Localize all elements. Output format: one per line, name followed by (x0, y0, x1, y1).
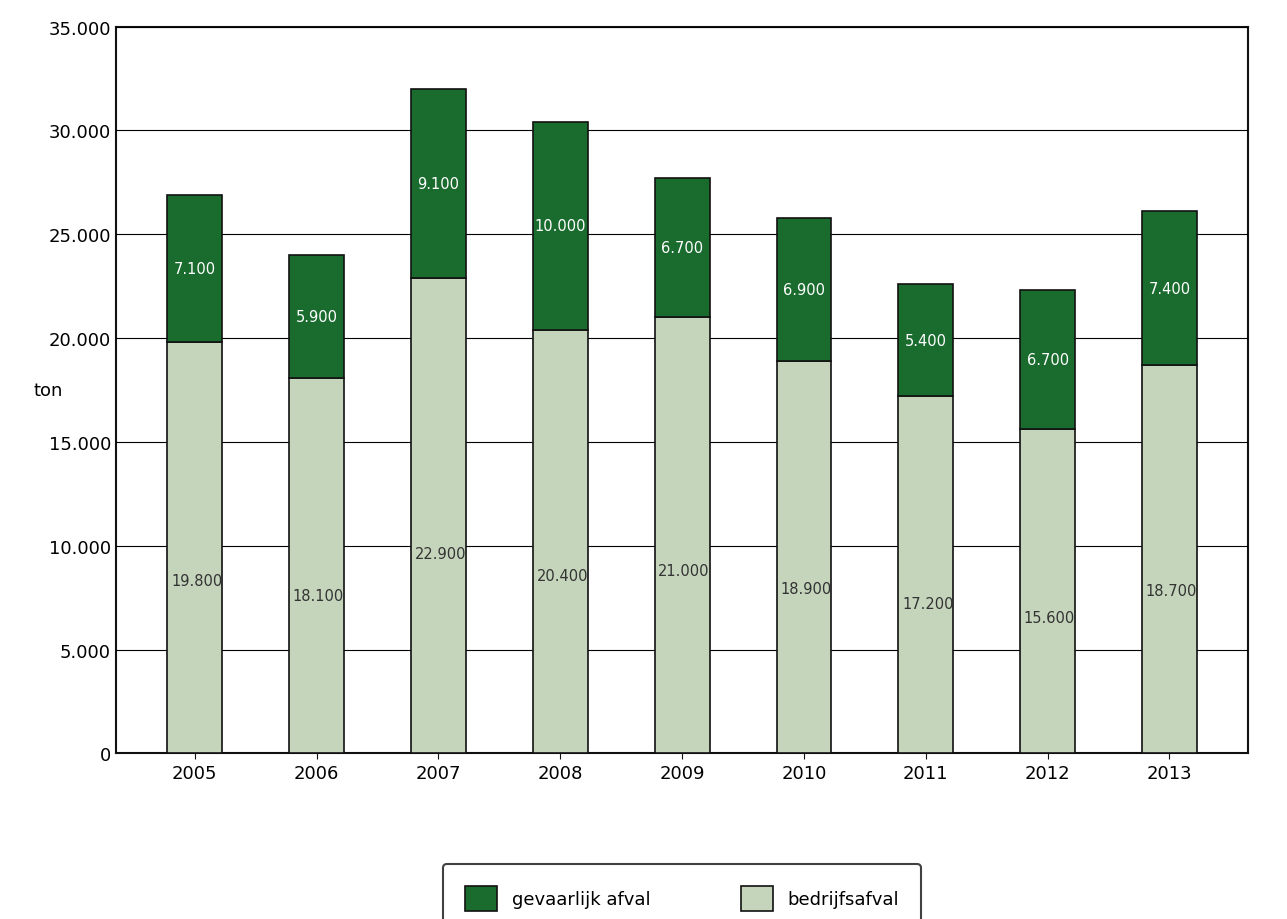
Bar (1142, 212, 1197, 366)
Bar (533, 331, 588, 754)
Bar (533, 123, 588, 331)
Bar (776, 361, 831, 754)
Text: 18.700: 18.700 (1145, 584, 1197, 598)
Text: 9.100: 9.100 (417, 176, 459, 192)
Text: 17.200: 17.200 (902, 596, 954, 611)
Bar (898, 285, 954, 397)
Bar (1021, 291, 1075, 430)
Text: 6.700: 6.700 (1027, 353, 1068, 368)
Text: 10.000: 10.000 (534, 220, 586, 234)
Text: 5.400: 5.400 (905, 334, 947, 348)
Text: 22.900: 22.900 (414, 547, 466, 562)
Bar (411, 278, 466, 754)
Legend: gevaarlijk afval, bedrijfsafval: gevaarlijk afval, bedrijfsafval (443, 864, 921, 919)
Text: 18.900: 18.900 (780, 582, 831, 596)
Y-axis label: ton: ton (33, 381, 63, 400)
Bar (655, 318, 709, 754)
Text: 7.400: 7.400 (1148, 281, 1190, 297)
Text: 15.600: 15.600 (1024, 610, 1075, 625)
Text: 18.100: 18.100 (293, 588, 344, 604)
Text: 19.800: 19.800 (171, 573, 223, 588)
Bar (290, 378, 344, 754)
Bar (290, 255, 344, 378)
Text: 5.900: 5.900 (296, 310, 337, 324)
Text: 6.700: 6.700 (662, 241, 703, 256)
Text: 20.400: 20.400 (537, 568, 588, 584)
Bar (167, 196, 223, 343)
Text: 21.000: 21.000 (659, 563, 710, 578)
Bar (167, 343, 223, 754)
Bar (1021, 430, 1075, 754)
Bar (1142, 366, 1197, 754)
Bar (411, 90, 466, 278)
Text: 7.100: 7.100 (174, 262, 216, 277)
Bar (776, 219, 831, 361)
Bar (898, 397, 954, 754)
Bar (655, 179, 709, 318)
Text: 6.900: 6.900 (782, 282, 825, 298)
